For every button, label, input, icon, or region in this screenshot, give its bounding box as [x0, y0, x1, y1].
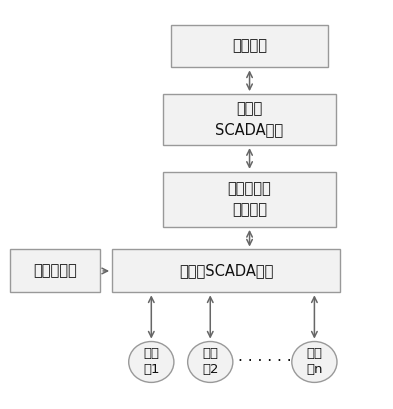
Bar	[163, 172, 336, 227]
Text: 风功率预测: 风功率预测	[33, 263, 77, 279]
Bar	[112, 249, 340, 292]
Text: · · · · · ·: · · · · · ·	[239, 355, 292, 369]
Text: 变电站
SCADA系统: 变电站 SCADA系统	[215, 101, 284, 138]
Ellipse shape	[129, 342, 174, 382]
Text: 风机
组n: 风机 组n	[306, 348, 323, 376]
Bar	[171, 25, 328, 67]
Ellipse shape	[188, 342, 233, 382]
Bar	[163, 94, 336, 145]
Text: 风电场SCADA系统: 风电场SCADA系统	[179, 263, 273, 279]
Text: 风机
组2: 风机 组2	[202, 348, 219, 376]
Text: 风机
组1: 风机 组1	[143, 348, 160, 376]
Ellipse shape	[292, 342, 337, 382]
Bar	[10, 249, 100, 292]
Text: 电网调度: 电网调度	[232, 38, 267, 54]
Text: 风电场协调
控制系统: 风电场协调 控制系统	[228, 181, 272, 218]
